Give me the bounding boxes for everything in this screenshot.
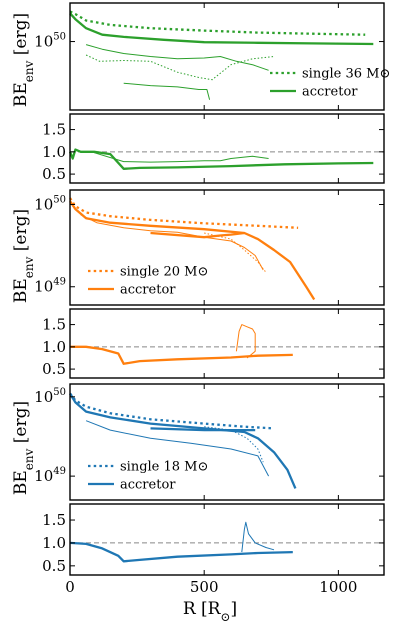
axes-frame (69, 189, 385, 306)
legend-label: accretor (302, 85, 358, 100)
series-line-4 (85, 44, 269, 71)
series-line-5 (204, 232, 267, 273)
y-tick-label: 1.5 (42, 316, 66, 334)
panel3-ylabel: BEenv [erg] (11, 209, 36, 303)
series-line-3 (150, 231, 245, 239)
series-line-2 (241, 521, 275, 553)
axes-frame (69, 383, 385, 501)
legend-label: single 20 M⊙ (120, 265, 208, 280)
y-tick-label: 1.5 (42, 511, 66, 529)
series-line-1 (68, 148, 374, 170)
y-tick-label: 1049 (34, 277, 66, 296)
x-axis-title: R [R⊙] (183, 599, 237, 624)
legend-label: accretor (120, 478, 176, 493)
series-line-2 (94, 152, 269, 163)
axes-frame (69, 2, 385, 111)
y-tick-label: 1.0 (42, 338, 66, 356)
y-tick-label: 1050 (34, 387, 66, 406)
legend: single 18 M⊙ accretor (88, 460, 208, 493)
series-line-4 (80, 214, 264, 271)
y-tick-label: 0.5 (42, 165, 66, 183)
series-line-2 (235, 324, 256, 359)
series-line-3 (150, 427, 256, 432)
series-line-1 (69, 197, 299, 229)
x-tick-label: 1000 (319, 578, 357, 596)
series-line-1 (70, 345, 293, 365)
y-tick-label: 0.5 (42, 557, 66, 575)
series-line-1 (69, 541, 293, 563)
series-line-2 (69, 200, 316, 301)
series-line-2 (69, 392, 297, 489)
y-tick-label: 1.0 (42, 143, 66, 161)
axes-frame (69, 113, 385, 184)
axes-frame (69, 308, 385, 379)
panel-2: 0.5 1.0 1.5 (42, 113, 385, 184)
y-tick-label: 1050 (34, 32, 66, 51)
legend: single 36 M⊙ accretor (270, 67, 390, 100)
x-tick-label: 0 (65, 578, 75, 596)
legend-label: single 36 M⊙ (302, 67, 390, 82)
panel-1: 1050 single 36 M⊙ accretor (34, 2, 390, 111)
panel1-ylabel: BEenv [erg] (11, 13, 36, 107)
legend-label: single 18 M⊙ (120, 460, 208, 475)
axes-frame (69, 503, 385, 576)
series-line-2 (69, 12, 374, 46)
panels: 1050 single 36 M⊙ accretor 0.5 1.0 1.5 1050 104… (34, 2, 390, 596)
panel-6: 0.5 1.0 1.5 0 500 1000 (42, 503, 385, 596)
series-line-4 (85, 420, 270, 477)
legend-label: accretor (120, 283, 176, 298)
series-line-1 (69, 392, 275, 430)
y-tick-label: 1.5 (42, 121, 66, 139)
y-tick-label: 1049 (34, 466, 66, 485)
legend: single 20 M⊙ accretor (88, 265, 208, 298)
y-tick-label: 0.5 (42, 360, 66, 378)
panel-5: 1050 1049 single 18 M⊙ accretor (34, 383, 385, 501)
y-tick-label: 1050 (34, 194, 66, 213)
series-line-3 (85, 54, 275, 81)
panel5-ylabel: BEenv [erg] (11, 401, 36, 495)
panel-4: 0.5 1.0 1.5 (42, 308, 385, 379)
series-line-5 (204, 426, 264, 463)
series-line-5 (123, 82, 211, 100)
panel-3: 1050 1049 single 20 M⊙ accretor (34, 189, 385, 306)
y-tick-label: 1.0 (42, 534, 66, 552)
series-line-1 (69, 10, 366, 36)
x-tick-label: 500 (190, 578, 219, 596)
